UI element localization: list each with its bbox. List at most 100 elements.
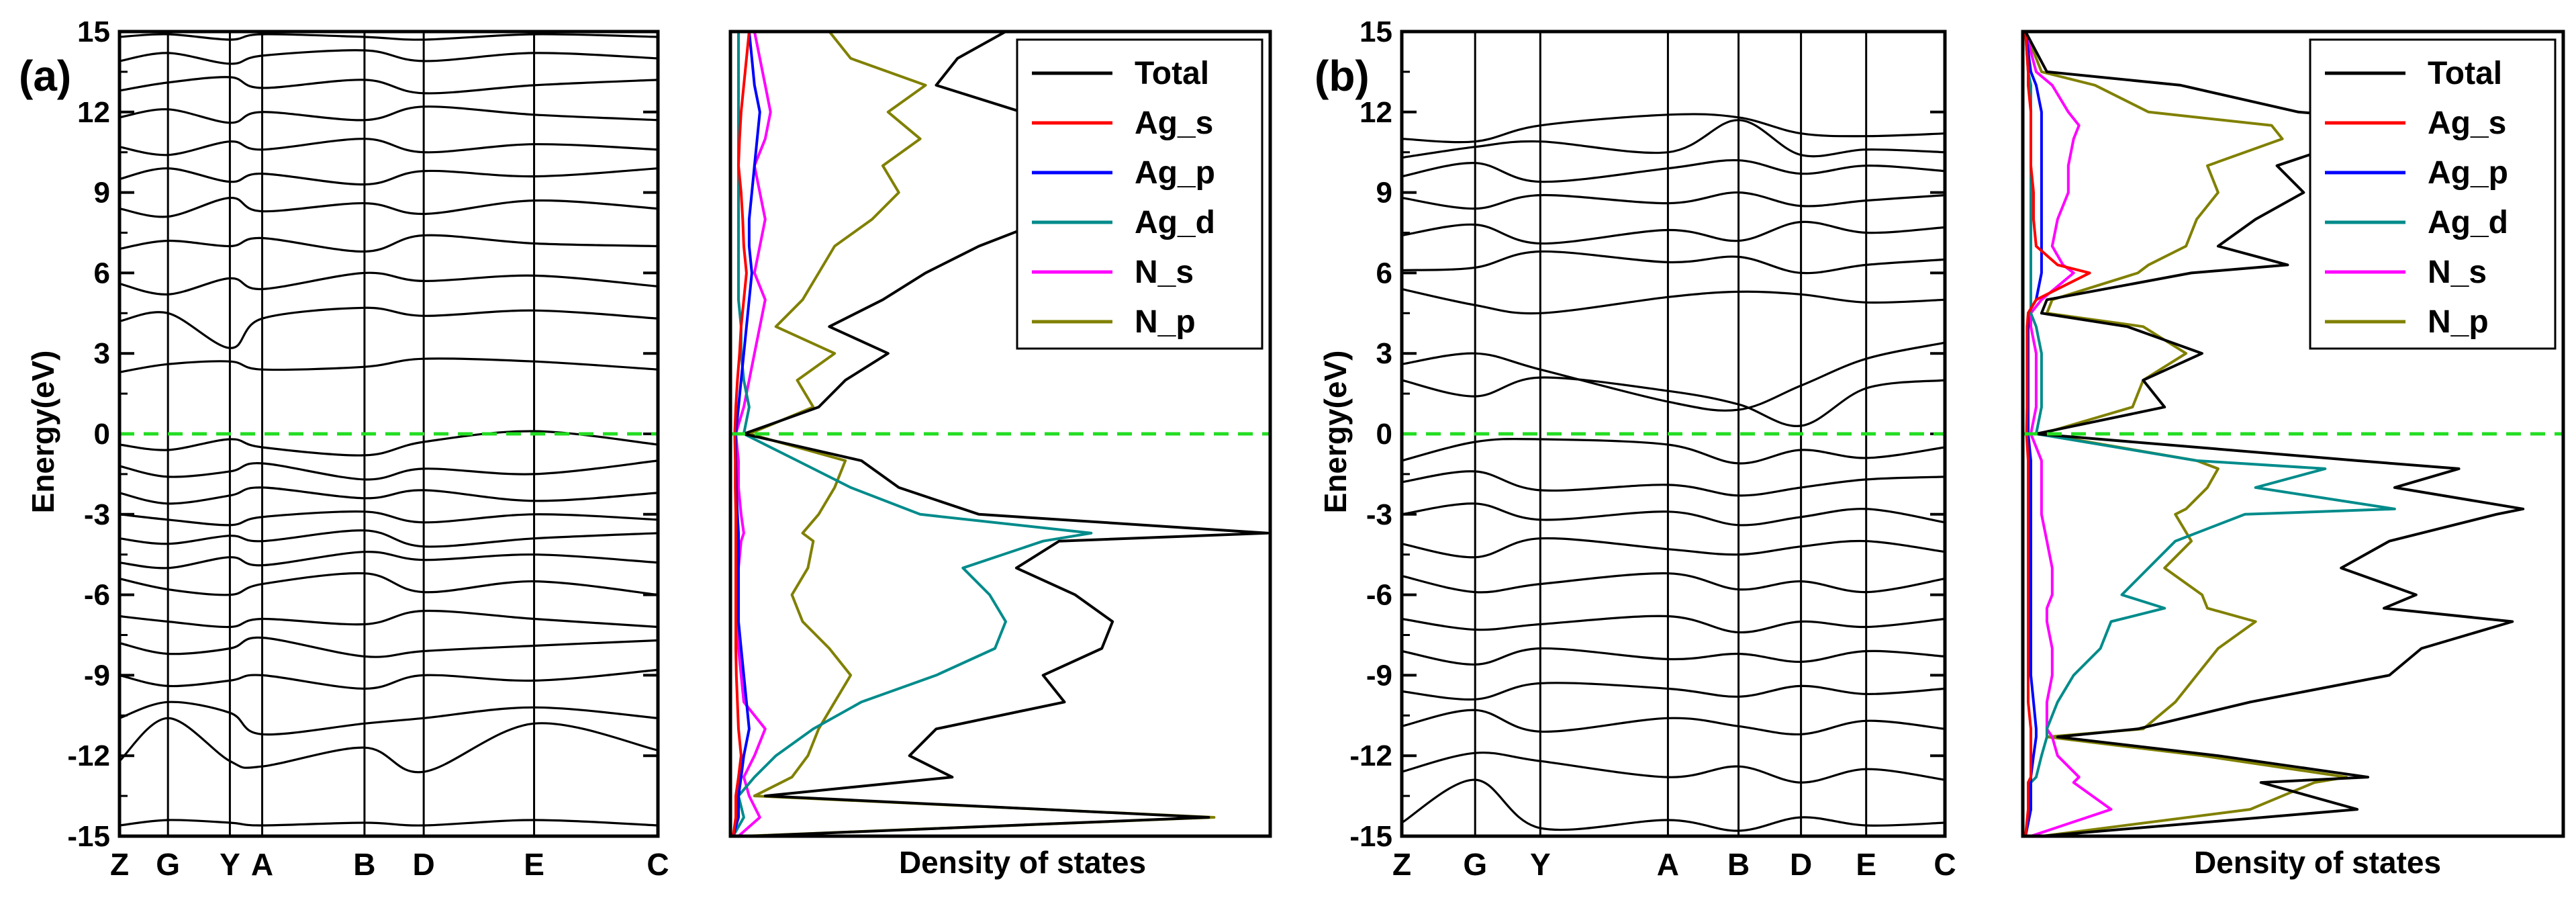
legend-label-Ag_d-b: Ag_d xyxy=(2428,205,2508,240)
band-line-b xyxy=(1401,250,1946,275)
kpoint-label-b: D xyxy=(1790,847,1812,882)
band-line-b xyxy=(1401,376,1946,427)
kpoint-label-b: A xyxy=(1657,847,1679,882)
panel-a: (a) Energy(eV) -15 -12 -9 -6 -3 0 3 6 9 12 15 Z G Y A B… xyxy=(19,15,1272,882)
band-line-b xyxy=(1401,778,1946,832)
ytick-label-b: 12 xyxy=(1359,96,1392,129)
legend-label-N_p-a: N_p xyxy=(1135,304,1196,340)
band-line-a xyxy=(119,49,659,65)
dos-plot-a: Total Ag_s Ag_p Ag_d N_s N_p xyxy=(728,30,1272,838)
dos-frame-a xyxy=(728,30,1272,838)
band-line-a xyxy=(119,572,659,596)
legend-label-Ag_s-a: Ag_s xyxy=(1135,105,1213,141)
band-line-a xyxy=(119,668,659,690)
kpoint-label-a: G xyxy=(156,847,180,882)
band-line-a xyxy=(119,306,659,349)
dos-series-Ag_s-a xyxy=(732,31,751,837)
dos-series-N_s-a xyxy=(734,31,772,837)
kpoint-label-a: C xyxy=(647,847,669,882)
band-line-b xyxy=(1401,470,1946,497)
ytick-label-a: -6 xyxy=(84,579,110,612)
band-line-b xyxy=(1401,752,1946,784)
legend-label-N_s-a: N_s xyxy=(1135,255,1194,290)
ytick-label-a: -9 xyxy=(84,659,110,692)
band-line-b xyxy=(1401,709,1946,735)
band-line-b xyxy=(1401,615,1946,634)
dos-series-Ag_s-b xyxy=(2024,31,2091,837)
panel-label-b: (b) xyxy=(1315,52,1370,100)
ytick-label-b: 9 xyxy=(1376,177,1392,210)
kpoint-label-a: A xyxy=(251,847,273,882)
legend-label-Total-b: Total xyxy=(2428,56,2502,91)
ytick-label-a: 15 xyxy=(77,15,110,48)
kpoint-label-b: G xyxy=(1463,847,1487,882)
band-frame-b xyxy=(1400,30,1947,838)
dos-series-N_s-b xyxy=(2024,31,2113,837)
dos-frame-b xyxy=(2021,30,2565,838)
band-line-a xyxy=(119,486,659,505)
band-line-a xyxy=(119,700,659,736)
band-line-a xyxy=(119,196,659,218)
band-structure-a: -15 -12 -9 -6 -3 0 3 6 9 12 15 Z G Y A B D E C xyxy=(67,15,669,882)
band-line-b xyxy=(1401,119,1946,159)
kpoint-label-a: D xyxy=(413,847,435,882)
panel-label-a: (a) xyxy=(19,52,71,100)
legend-label-Ag_p-a: Ag_p xyxy=(1135,155,1215,191)
band-line-a xyxy=(119,551,659,570)
kpoint-label-a: Z xyxy=(110,847,129,882)
band-line-b xyxy=(1401,682,1946,701)
band-line-a xyxy=(119,76,659,95)
legend-label-Ag_s-b: Ag_s xyxy=(2428,105,2506,141)
kpoint-label-a: Y xyxy=(220,847,240,882)
kpoint-label-b: B xyxy=(1727,847,1750,882)
ytick-label-a: 9 xyxy=(94,177,110,210)
panel-b: (b) Energy(eV) -15 -12 -9 -6 -3 0 3 6 9 12 15 Z G Y A B… xyxy=(1315,15,2565,882)
band-line-b xyxy=(1401,191,1946,210)
ytick-label-b: 3 xyxy=(1376,337,1392,370)
legend-label-Ag_d-a: Ag_d xyxy=(1135,205,1215,240)
band-line-a xyxy=(119,105,659,124)
kpoint-label-b: Z xyxy=(1392,847,1411,882)
kpoint-label-b: Y xyxy=(1530,847,1551,882)
ytick-label-b: -6 xyxy=(1366,579,1392,612)
dos-plot-b: Total Ag_s Ag_p Ag_d N_s N_p xyxy=(2021,30,2565,838)
band-line-b xyxy=(1401,572,1946,594)
kpoint-label-a: E xyxy=(524,847,544,882)
dos-xlabel-b: Density of states xyxy=(2194,845,2441,880)
band-line-b xyxy=(1401,341,1946,412)
band-line-a xyxy=(119,636,659,658)
band-line-b xyxy=(1401,537,1946,559)
band-structure-b: -15 -12 -9 -6 -3 0 3 6 9 12 15 Z G Y A B D E C xyxy=(1349,15,1956,882)
legend-label-Total-a: Total xyxy=(1135,56,1209,91)
band-line-b xyxy=(1401,113,1946,144)
band-line-b xyxy=(1401,437,1946,465)
ytick-label-a: -12 xyxy=(67,739,110,772)
ytick-label-b: 0 xyxy=(1376,418,1392,451)
band-line-b xyxy=(1401,647,1946,666)
legend-box-b xyxy=(2309,38,2557,350)
band-frame-a xyxy=(117,30,660,838)
band-line-a xyxy=(119,357,659,373)
ytick-label-b: -9 xyxy=(1366,659,1392,692)
dos-xlabel-a: Density of states xyxy=(899,845,1146,880)
legend-label-N_s-b: N_s xyxy=(2428,255,2487,290)
ytick-label-b: -15 xyxy=(1349,820,1392,853)
ytick-label-b: 6 xyxy=(1376,257,1392,289)
legend-label-N_p-b: N_p xyxy=(2428,304,2489,340)
dos-series-N_p-a xyxy=(743,30,1216,837)
band-line-a xyxy=(119,271,659,296)
band-line-a xyxy=(119,430,659,457)
ytick-label-b: -12 xyxy=(1349,739,1392,772)
band-ylabel-b: Energy(eV) xyxy=(1318,351,1353,514)
band-line-b xyxy=(1401,502,1946,527)
band-line-b xyxy=(1401,287,1946,315)
band-line-b xyxy=(1401,158,1946,183)
band-line-a xyxy=(119,234,659,253)
band-line-a xyxy=(119,167,659,186)
legend-box-a xyxy=(1016,38,1263,350)
band-line-a xyxy=(119,510,659,527)
band-line-a xyxy=(119,609,659,629)
legend-label-Ag_p-b: Ag_p xyxy=(2428,155,2508,191)
band-line-a xyxy=(119,529,659,548)
kpoint-label-a: B xyxy=(353,847,375,882)
